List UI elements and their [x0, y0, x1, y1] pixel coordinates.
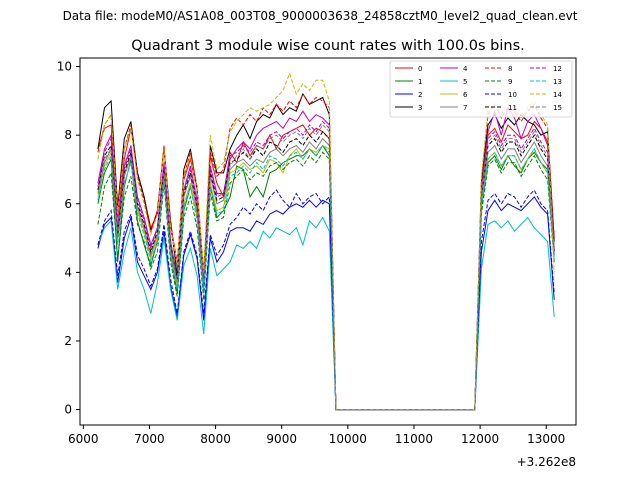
- legend-label-10: 10: [508, 91, 517, 99]
- series-line-8: [97, 92, 555, 411]
- legend-label-14: 14: [553, 91, 562, 99]
- series-line-5: [97, 216, 555, 411]
- legend-box: [389, 60, 573, 118]
- x-tick-label: 6000: [68, 432, 99, 446]
- y-tick-label: 10: [57, 60, 72, 74]
- x-tick-label: 9000: [266, 432, 297, 446]
- legend-label-13: 13: [553, 78, 562, 86]
- x-tick-label: 10000: [329, 432, 367, 446]
- legend-label-6: 6: [463, 91, 468, 99]
- legend-label-7: 7: [463, 104, 467, 112]
- x-offset-label: +3.262e8: [517, 455, 576, 469]
- y-tick-label: 4: [64, 265, 72, 279]
- legend-label-12: 12: [553, 65, 562, 73]
- legend-label-9: 9: [508, 78, 512, 86]
- y-tick-label: 0: [64, 403, 72, 417]
- x-tick-label: 12000: [461, 432, 499, 446]
- legend-label-3: 3: [418, 104, 422, 112]
- figure-suptitle: Data file: modeM0/AS1A08_003T08_90000036…: [63, 9, 578, 23]
- legend-label-8: 8: [508, 65, 512, 73]
- x-tick-label: 8000: [200, 432, 231, 446]
- y-tick-label: 6: [64, 197, 72, 211]
- series-line-2: [97, 196, 555, 411]
- chart-title: Quadrant 3 module wise count rates with …: [131, 38, 525, 54]
- legend-label-15: 15: [553, 104, 562, 112]
- legend-label-2: 2: [418, 91, 422, 99]
- y-tick-label: 2: [64, 334, 72, 348]
- legend-label-4: 4: [463, 65, 468, 73]
- x-tick-label: 13000: [527, 432, 565, 446]
- series-line-12: [97, 120, 555, 411]
- axes-frame: [79, 57, 577, 426]
- legend-label-5: 5: [463, 78, 467, 86]
- legend-label-0: 0: [418, 65, 422, 73]
- plot-area: 6000 7000 8000 9000 10000 11000 12000 13000 0 2 4 6…: [57, 57, 577, 446]
- x-tick-label: 11000: [395, 432, 433, 446]
- legend-label-11: 11: [508, 104, 517, 112]
- x-tick-label: 7000: [134, 432, 165, 446]
- y-tick-label: 8: [64, 128, 72, 142]
- series-line-10: [97, 189, 555, 411]
- legend-label-1: 1: [418, 78, 422, 86]
- series-line-15: [97, 124, 555, 411]
